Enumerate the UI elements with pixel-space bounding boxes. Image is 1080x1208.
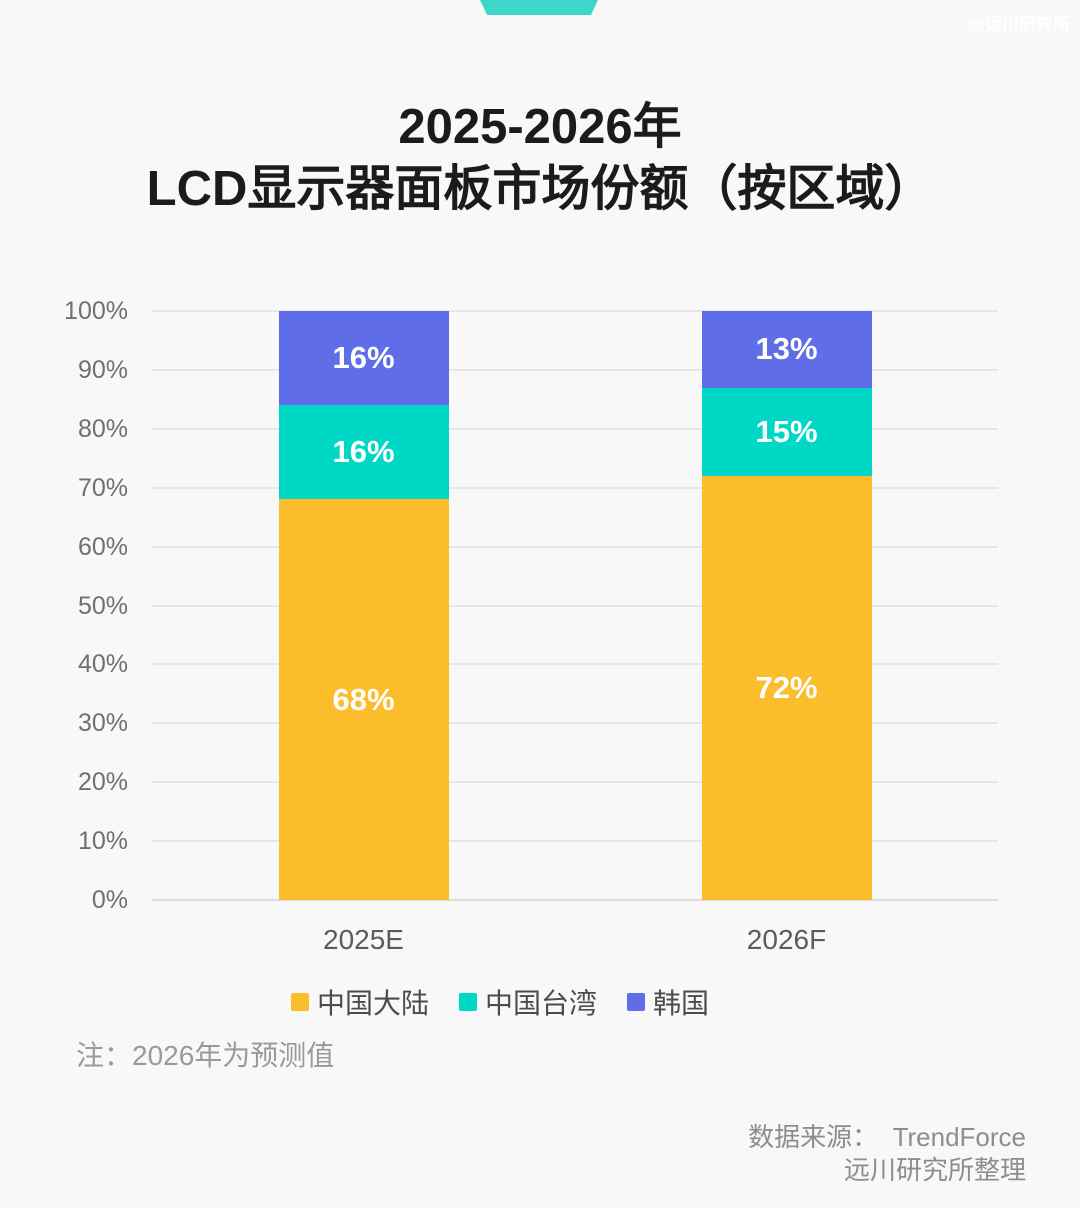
gridline-20 [152,781,998,784]
legend-swatch-taiwan-china [458,993,477,1011]
watermark: @远川研究所 [968,15,1070,34]
segment-taiwan-china-2025E: 16% [278,405,449,500]
gridline-60 [152,545,998,548]
value-label-taiwan-china-2026F: 15% [755,413,818,449]
footnote: 注：2026年为预测值 [76,1040,335,1071]
data-source-line2: 远川研究所整理 [843,1155,1026,1185]
segment-taiwan-china-2026F: 15% [701,387,872,476]
value-label-taiwan-china-2025E: 16% [332,434,395,470]
y-tick-label-10: 10% [77,827,128,856]
x-tick-label-2025E: 2025E [323,924,404,955]
gridline-80 [152,427,998,430]
data-source-line1: 数据来源： TrendForce [748,1122,1026,1152]
legend-label-taiwan-china: 中国台湾 [484,988,597,1019]
chart-title: 2025-2026年 LCD显示器面板市场份额（按区域） [0,96,1080,220]
y-tick-label-20: 20% [77,768,128,797]
gridline-10 [152,840,998,843]
chart-title-line2: LCD显示器面板市场份额（按区域） [146,162,934,216]
gridline-100 [152,310,998,312]
gridline-0 [152,899,998,901]
y-tick-label-100: 100% [64,297,128,325]
brand-ribbon-icon [480,0,598,15]
gridline-90 [152,368,998,371]
segment-south-korea-2026F: 13% [701,311,872,388]
legend-swatch-mainland-china [290,993,309,1011]
segment-mainland-china-2025E: 68% [278,499,449,900]
gridline-70 [152,486,998,489]
chart-title-line1: 2025-2026年 [398,100,682,154]
y-tick-label-30: 30% [77,709,128,738]
legend: 中国大陆 中国台湾 韩国 [0,982,1000,1022]
value-label-mainland-china-2026F: 72% [755,669,818,705]
value-label-mainland-china-2025E: 68% [332,681,395,717]
y-tick-label-60: 60% [77,532,128,561]
value-label-south-korea-2025E: 16% [332,340,395,376]
segment-south-korea-2025E: 16% [278,311,449,406]
legend-item-mainland-china: 中国大陆 [290,982,429,1022]
y-tick-label-0: 0% [91,886,128,914]
legend-label-mainland-china: 中国大陆 [316,988,429,1019]
legend-item-taiwan-china: 中国台湾 [458,982,597,1022]
y-tick-label-40: 40% [77,650,128,679]
legend-label-south-korea: 韩国 [653,988,710,1019]
gridline-30 [152,722,998,725]
y-tick-label-50: 50% [77,591,128,620]
x-tick-label-2026F: 2026F [746,924,827,955]
bar-2026F: 72% 15% 13% [701,311,872,900]
bar-2025E: 68% 16% 16% [278,311,449,900]
gridline-40 [152,663,998,666]
legend-swatch-south-korea [627,993,645,1011]
value-label-south-korea-2026F: 13% [755,331,818,367]
y-tick-label-70: 70% [77,473,128,502]
segment-mainland-china-2026F: 72% [701,475,872,900]
y-tick-label-90: 90% [77,355,128,384]
plot-area: 68% 16% 16% 72% 15% 13% [152,310,998,901]
data-source: 数据来源： TrendForce 远川研究所整理 [748,1121,1026,1187]
legend-item-south-korea: 韩国 [627,982,709,1022]
y-tick-label-80: 80% [77,414,128,443]
gridline-50 [152,604,998,607]
